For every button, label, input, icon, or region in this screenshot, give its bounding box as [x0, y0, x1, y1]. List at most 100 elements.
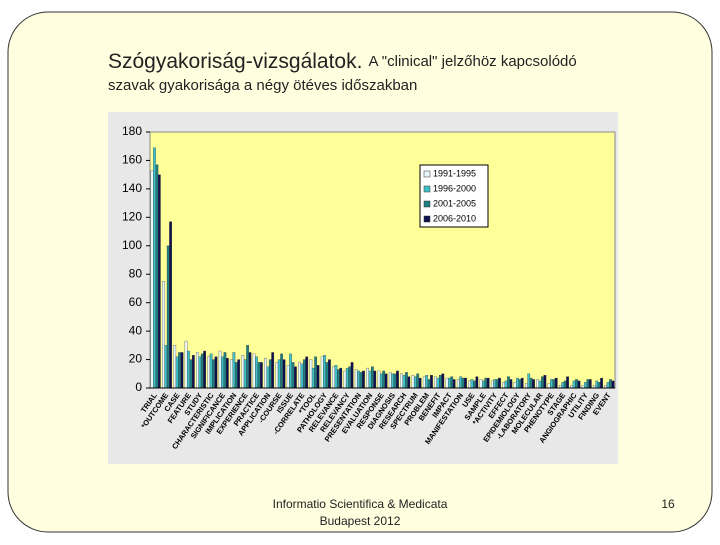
bar	[305, 356, 309, 389]
bar	[345, 367, 349, 389]
bar	[486, 377, 490, 389]
bar	[371, 366, 374, 389]
bar	[502, 382, 505, 389]
legend-box	[419, 164, 489, 228]
legend-swatch	[423, 185, 431, 193]
plot-area	[149, 131, 616, 389]
bar	[445, 377, 449, 389]
bar	[422, 376, 426, 389]
bar	[379, 373, 383, 389]
bar	[575, 379, 578, 389]
bar	[243, 359, 247, 389]
bar	[266, 366, 270, 389]
bar	[396, 370, 399, 389]
bar	[513, 382, 517, 389]
bar	[391, 373, 394, 389]
bar	[286, 365, 290, 389]
bar	[155, 164, 159, 389]
bar	[368, 370, 372, 389]
bar	[382, 370, 386, 389]
bar	[189, 359, 193, 389]
bar	[532, 379, 535, 389]
bar	[178, 352, 181, 389]
bar	[169, 221, 172, 389]
bar	[180, 352, 184, 389]
bar	[166, 245, 170, 389]
bar	[260, 362, 263, 389]
bar	[479, 379, 483, 389]
bar	[456, 379, 460, 389]
bar	[373, 370, 377, 389]
legend-label: 2001-2005	[433, 198, 476, 208]
bar	[212, 359, 215, 389]
bar	[588, 379, 592, 389]
bar	[439, 375, 442, 389]
bar	[572, 380, 576, 389]
y-tick-label: 20	[129, 352, 143, 366]
bar	[516, 377, 519, 389]
bar	[275, 362, 279, 389]
y-tick-label: 40	[129, 323, 143, 337]
bar	[459, 376, 463, 389]
legend-label: 2006-2010	[433, 213, 476, 223]
bar	[350, 362, 354, 389]
bar	[336, 369, 340, 389]
bar	[520, 377, 524, 389]
footer-line2: Budapest 2012	[320, 514, 401, 528]
bar	[316, 365, 320, 389]
bar	[225, 357, 229, 389]
bar	[237, 359, 241, 389]
bar	[314, 356, 318, 389]
bar	[162, 281, 165, 389]
bar	[606, 382, 610, 389]
bar	[173, 345, 177, 389]
bar	[425, 375, 429, 389]
bar	[362, 370, 365, 389]
bar	[411, 375, 415, 389]
bar	[309, 359, 313, 389]
page-number: 16	[661, 497, 675, 511]
bar	[597, 382, 601, 389]
bar	[611, 380, 615, 389]
bar	[577, 380, 581, 389]
footer-line1: Informatio Scientifica & Medicata	[273, 497, 448, 511]
bar	[325, 362, 329, 389]
bar	[538, 380, 542, 389]
bar	[153, 147, 156, 389]
bar	[198, 356, 202, 389]
bar	[436, 377, 440, 389]
legend-swatch	[423, 215, 431, 223]
y-tick-label: 100	[122, 238, 142, 252]
chart: 020406080100120140160180TRIAL*OUTCOMECAS…	[122, 124, 616, 451]
bar	[595, 380, 599, 389]
bar	[248, 352, 252, 389]
bar	[518, 379, 522, 389]
bar	[393, 373, 397, 389]
y-tick-label: 60	[129, 295, 143, 309]
bar	[264, 357, 267, 389]
bar	[482, 380, 485, 389]
bar	[271, 352, 275, 389]
bar	[230, 359, 233, 389]
title: Szógyakoriság-vizsgálatok. A "clinical" j…	[108, 50, 577, 73]
legend-swatch	[423, 200, 431, 208]
bar	[255, 356, 258, 389]
bar	[241, 355, 245, 389]
bar	[334, 365, 338, 389]
bar	[164, 345, 168, 389]
bar	[441, 373, 445, 389]
y-tick-label: 120	[122, 210, 142, 224]
bar	[184, 340, 188, 389]
bar	[277, 359, 281, 389]
bar	[468, 380, 471, 389]
bar	[586, 379, 590, 389]
y-tick-label: 0	[135, 380, 142, 394]
bar	[175, 356, 179, 389]
bar	[405, 372, 408, 389]
bar	[490, 380, 494, 389]
bar	[209, 353, 213, 389]
bar	[187, 350, 190, 389]
bar	[300, 363, 304, 389]
bar	[343, 370, 347, 389]
